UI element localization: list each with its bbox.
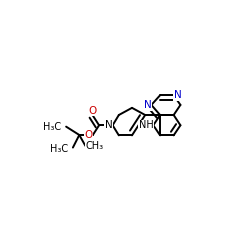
Text: H₃C: H₃C: [43, 122, 61, 132]
Text: O: O: [89, 106, 97, 116]
Text: NH: NH: [138, 120, 153, 130]
Text: CH₃: CH₃: [86, 141, 104, 151]
Text: N: N: [144, 100, 152, 110]
Text: O: O: [84, 130, 93, 140]
Text: N: N: [174, 90, 182, 100]
Text: H₃C: H₃C: [50, 144, 68, 154]
Text: N: N: [105, 120, 112, 130]
